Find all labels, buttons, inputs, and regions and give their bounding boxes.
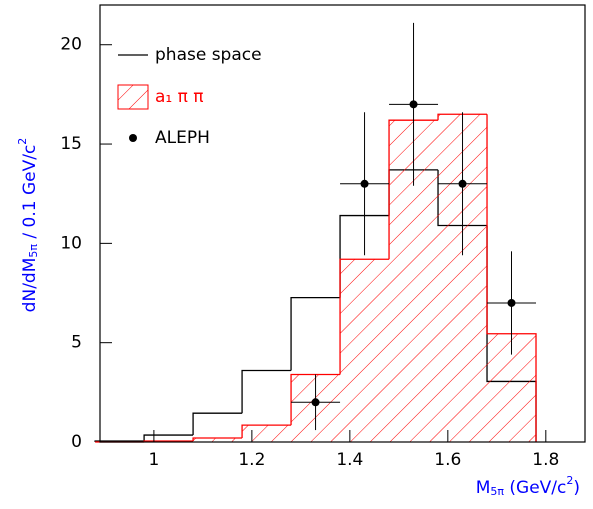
y-axis-label: dN/dM5π / 0.1 GeV/c2 (16, 138, 40, 313)
x-label-sup: 2 (566, 474, 573, 487)
histogram-bin (241, 424, 292, 439)
plot-frame (99, 4, 586, 443)
legend-label: phase space (155, 45, 262, 65)
y-label-part: dN/dM (20, 258, 40, 313)
histogram-bin (437, 113, 488, 121)
y-tick-label: 15 (60, 134, 82, 154)
legend-label: ALEPH (155, 128, 210, 148)
histogram-bin (192, 437, 243, 442)
x-axis-label: M5π (GeV/c2) (476, 474, 580, 498)
y-label-part: / 0.1 GeV/c (20, 145, 40, 244)
histogram-bin (143, 434, 194, 442)
data-point (458, 179, 467, 188)
y-tick-label: 20 (60, 35, 82, 55)
y-tick-label: 0 (71, 432, 82, 452)
x-tick-label: 1.4 (336, 450, 363, 470)
y-tick-label: 5 (71, 333, 82, 353)
hatched-bin (242, 425, 292, 442)
x-label-part: (GeV/c (504, 478, 566, 498)
hatched-bin (193, 438, 243, 442)
x-tick-label: 1 (148, 450, 159, 470)
legend-marker (129, 134, 137, 142)
data-point (409, 100, 418, 109)
x-label-part: ) (573, 478, 580, 498)
x-label-sub: 5π (490, 485, 504, 498)
histogram-bin (241, 369, 292, 414)
histogram-bin (388, 119, 439, 260)
data-point (507, 298, 516, 307)
histogram-bin (94, 440, 145, 442)
data-point (311, 398, 320, 407)
x-tick-label: 1.2 (238, 450, 265, 470)
y-label-sub: 5π (27, 244, 40, 258)
data-point (360, 179, 369, 188)
legend-label: a₁ π π (155, 87, 204, 107)
x-tick-label: 1.6 (434, 450, 461, 470)
histogram-bin (290, 373, 341, 426)
y-tick-label: 10 (60, 233, 82, 253)
hatched-bin (340, 259, 390, 442)
y-label-sup: 2 (16, 138, 29, 145)
histogram-bin (192, 412, 243, 436)
x-label-part: M (476, 478, 491, 498)
x-tick-label: 1.8 (532, 450, 559, 470)
legend-swatch (117, 84, 149, 110)
histogram-bin (339, 258, 390, 375)
histogram-bin (290, 296, 341, 371)
